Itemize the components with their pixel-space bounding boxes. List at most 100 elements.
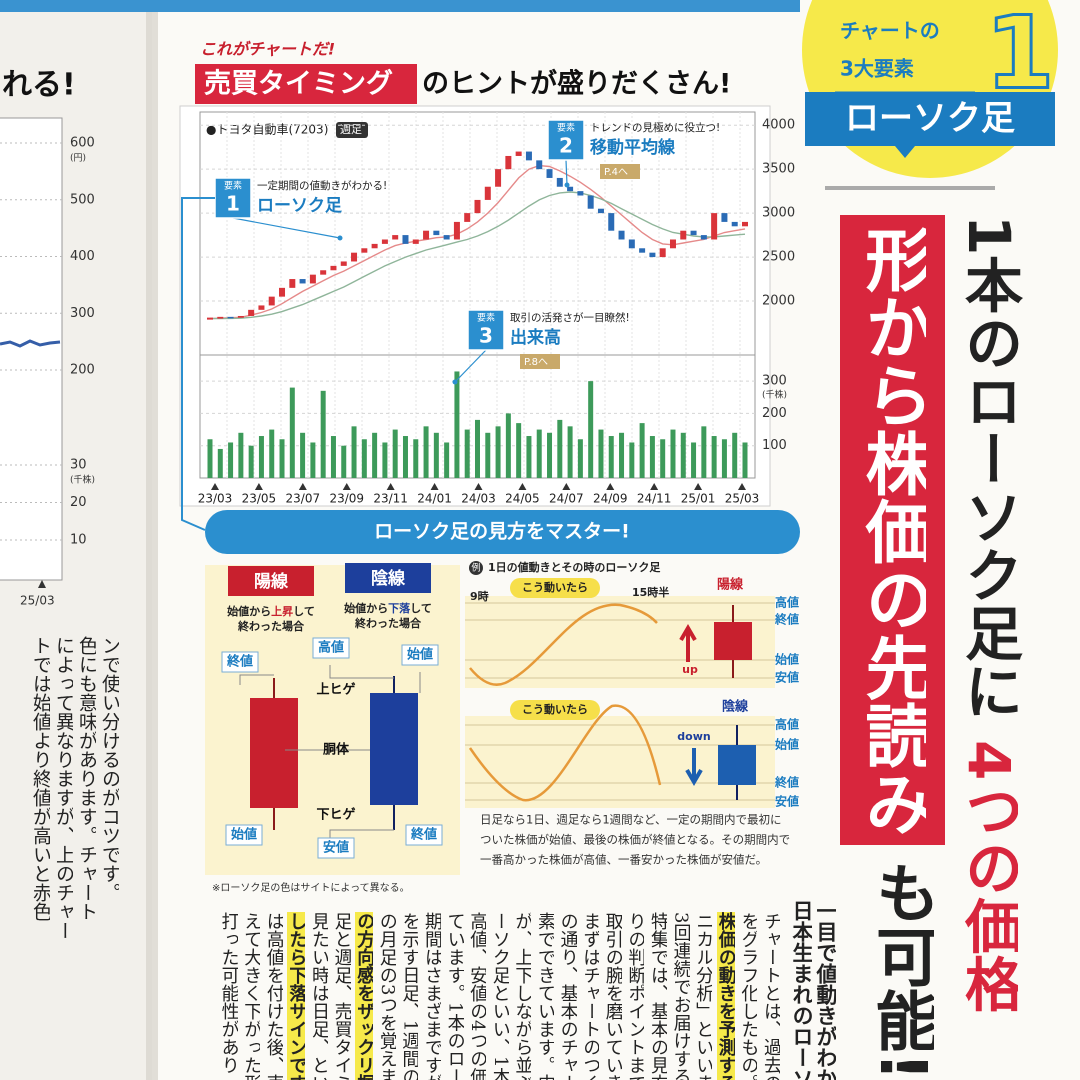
volume-bar: [485, 432, 491, 478]
candle: [567, 186, 574, 192]
x-tick-marker: [738, 483, 746, 490]
ex-price-label: 高値: [775, 595, 799, 610]
candle: [237, 315, 244, 318]
candle-desc: 始値から上昇して: [227, 604, 315, 618]
price-label: 下ヒゲ: [316, 807, 355, 823]
volume-bar: [742, 442, 748, 478]
x-tick-marker: [650, 483, 659, 490]
bear-label-box: [345, 563, 431, 593]
spine-shadow: [146, 0, 158, 1080]
x-tick-label: 23/05: [242, 492, 277, 506]
article-column: 高値、安値の4つの価格: [468, 912, 487, 1080]
left-volume-tick: 10: [70, 533, 87, 548]
annotation-dot: [337, 235, 343, 241]
candle: [423, 230, 430, 240]
price-tick-label: 4000: [762, 118, 795, 133]
candle-desc-part: して: [293, 605, 315, 618]
x-tick-label: 24/07: [549, 492, 584, 506]
volume-bar: [423, 426, 429, 478]
article-column: の方向感をザックリ掴み: [355, 912, 374, 1080]
volume-bar: [567, 426, 573, 478]
volume-bar: [557, 419, 563, 478]
volume-bar: [320, 390, 326, 478]
article-column: 足と週足、売買タイミン: [332, 912, 351, 1080]
annotation-number: 1: [226, 192, 240, 216]
up-label: up: [682, 663, 698, 676]
candle: [669, 239, 676, 249]
article-subhead: 日本生まれのローソ: [791, 900, 812, 1080]
volume-bar: [217, 448, 223, 478]
feature-label2: 3大要素: [840, 57, 914, 81]
candle: [402, 235, 409, 244]
candle: [505, 155, 512, 170]
left-volume-tick: 20: [70, 495, 87, 510]
price-label: 胴体: [323, 742, 350, 758]
candle: [268, 296, 275, 306]
volume-tick-label: 100: [762, 438, 787, 453]
annotation-pointer: [454, 349, 487, 383]
volume-bar: [341, 445, 347, 478]
candle: [227, 316, 234, 319]
annotation-pointer: [232, 217, 341, 239]
candle-desc-part: 始値から: [227, 604, 271, 618]
annotation-link-box: [600, 164, 640, 179]
x-tick-marker: [606, 483, 615, 490]
example-end: 15時半: [632, 585, 669, 599]
bear-label: 陰線: [371, 568, 406, 589]
down-label: down: [677, 730, 710, 743]
price-label-box: [312, 637, 350, 659]
candle: [289, 279, 296, 288]
volume-bar: [464, 429, 470, 478]
candle: [330, 265, 337, 271]
section-banner: [205, 510, 800, 554]
article-column: 打った可能性があり: [219, 912, 238, 1074]
bubble-text: こう動いたら: [522, 702, 588, 716]
candle: [546, 169, 553, 178]
candle-desc-part: して: [410, 602, 432, 615]
candle: [484, 186, 491, 200]
candle: [381, 239, 388, 244]
x-tick-marker: [211, 483, 219, 490]
volume-bar: [660, 439, 666, 478]
ex-price-label: 始値: [775, 737, 799, 752]
volume-bar: [505, 413, 511, 478]
annotation-box: [547, 119, 585, 161]
x-tick-marker: [386, 483, 395, 490]
volume-bar: [310, 442, 316, 478]
article-column: 特集では、基本の見方か: [649, 912, 667, 1080]
volume-bar: [577, 439, 583, 478]
candle: [371, 243, 378, 249]
annotation-dot: [564, 182, 570, 188]
left-text-column: によって異なりますが、上のチャー: [54, 636, 73, 940]
feature-banner-text: ローソク足: [845, 99, 1015, 139]
left-chart-frame: [0, 117, 63, 581]
candle: [680, 230, 687, 240]
volume-bar: [526, 436, 532, 478]
left-price-tick: 300: [70, 306, 95, 321]
guide-note: ※ローソク足の色はサイトによって異なる。: [212, 882, 410, 894]
x-tick-marker: [298, 483, 307, 490]
x-tick-marker: [254, 483, 263, 490]
ex-price-label: 始値: [775, 652, 799, 667]
header-kicker: これがチャートだ!: [200, 40, 335, 59]
price-label: 終値: [410, 827, 437, 843]
article-column: の月足の3つを覚えま: [377, 912, 396, 1080]
feature-banner: [805, 92, 1055, 158]
price-label-box: [221, 651, 259, 673]
volume-bar: [300, 432, 306, 478]
article-column: ニカル分析」といいます。: [694, 912, 713, 1080]
candle: [474, 199, 481, 214]
annotation-tag: 要素: [224, 180, 242, 192]
annotation-pointer: [565, 159, 568, 186]
annotation-note: 一定期間の値動きがわかる!: [257, 179, 387, 192]
candle: [361, 248, 368, 253]
candle: [639, 248, 646, 253]
article-subhead: 一目で値動きがわか: [815, 900, 836, 1080]
candle: [525, 151, 532, 161]
candle: [690, 230, 697, 236]
moving-average-line: [209, 164, 746, 320]
volume-bar: [608, 436, 614, 478]
annotation-tag: 要素: [477, 312, 495, 324]
candle: [618, 230, 625, 240]
